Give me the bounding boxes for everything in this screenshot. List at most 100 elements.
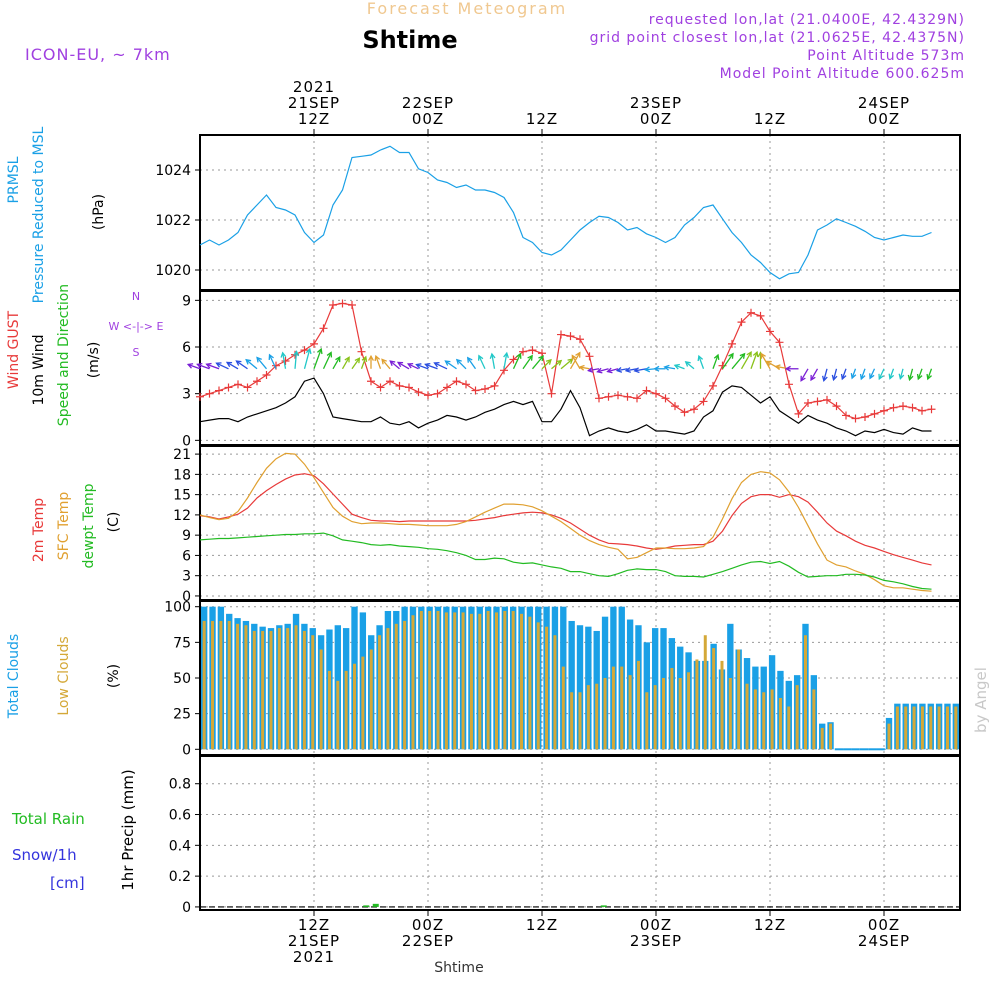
- wind-arrow-shaft: [256, 357, 267, 370]
- wind-arrow-shaft: [579, 366, 590, 370]
- gust-marker: [566, 332, 575, 341]
- gust-marker: [671, 402, 679, 411]
- low-cloud-bar: [327, 670, 331, 750]
- gust-marker: [196, 392, 204, 401]
- pressure-panel: 1020 1022 1024 PRMSL Pressure Reduced to MSL…: [6, 126, 961, 303]
- gust-marker: [262, 371, 271, 379]
- station-name: Shtime: [362, 26, 457, 54]
- wind-arrow-shaft: [851, 368, 857, 379]
- wind-arrow-head: [831, 374, 838, 382]
- gust-marker: [851, 414, 860, 423]
- wind-arrow-shaft: [322, 352, 332, 370]
- y-tick-label: 0.4: [169, 838, 191, 854]
- bottom-time-label: 12Z: [526, 916, 558, 934]
- gust-marker: [908, 403, 917, 412]
- label-total-rain: Total Rain: [11, 810, 85, 828]
- low-cloud-bar: [261, 630, 265, 750]
- wind-arrow-shaft: [478, 355, 486, 370]
- wind-arrow-shaft: [698, 355, 705, 370]
- grid-coords: grid point closest lon,lat (21.0625E, 42…: [590, 30, 965, 46]
- model-altitude: Model Point Altitude 600.625m: [720, 66, 965, 82]
- wind-arrow-shaft: [512, 353, 522, 370]
- wind-arrow-shaft: [216, 362, 229, 370]
- gust-marker: [357, 347, 366, 356]
- top-time-label: 12Z: [298, 110, 330, 128]
- wind-arrow-head: [268, 353, 274, 360]
- wind-arrow-shaft: [467, 357, 477, 370]
- wind-arrow-shaft: [425, 363, 438, 370]
- wind-arrow-head: [571, 354, 577, 361]
- wind-arrow-head: [361, 355, 368, 362]
- label-hpa: (hPa): [91, 194, 107, 230]
- wind-arrow-head: [575, 351, 581, 358]
- gust-marker: [918, 406, 926, 415]
- gust-marker: [823, 395, 831, 404]
- wind-arrow-head: [653, 365, 660, 372]
- temperature-panel: 0 3 6 9 12 15 18 21 2m Temp SFC Temp dewpt Temp (C): [31, 445, 961, 605]
- low-cloud-bar: [929, 706, 933, 750]
- wind-arrow-shaft: [282, 352, 287, 369]
- gust-marker: [604, 392, 613, 401]
- low-cloud-bar: [595, 683, 599, 750]
- wind-arrow-head: [765, 360, 772, 367]
- low-cloud-bar: [336, 680, 340, 750]
- gust-marker: [870, 409, 879, 418]
- wind-arrow-shaft: [375, 355, 382, 370]
- y-tick-label: 6: [182, 340, 191, 356]
- gust-marker: [215, 386, 223, 395]
- y-tick-label: 0.8: [169, 777, 191, 793]
- label-wind-gust: Wind GUST: [6, 310, 22, 389]
- top-time-label: 00Z: [640, 110, 672, 128]
- wind-arrow-head: [624, 367, 632, 373]
- y-tick-label: 18: [173, 467, 191, 483]
- wind-arrow-shaft: [351, 357, 360, 370]
- wind-arrow-shaft: [927, 368, 933, 380]
- wind-arrow-head: [663, 364, 670, 371]
- wind-arrow-head: [235, 360, 242, 366]
- low-cloud-bar: [820, 727, 824, 750]
- label-10m-wind: 10m Wind: [31, 334, 47, 405]
- wind-arrow-shaft: [917, 368, 923, 380]
- gust-marker: [528, 346, 537, 355]
- low-cloud-bar: [561, 666, 565, 750]
- y-tick-label: 1022: [155, 213, 191, 229]
- gust-marker: [699, 397, 708, 406]
- y-tick-label: 0: [182, 589, 191, 605]
- total-cloud-bar: [568, 620, 575, 750]
- low-cloud-bar: [269, 630, 273, 750]
- wind-arrow-head: [344, 356, 350, 363]
- low-cloud-bar: [628, 675, 632, 750]
- low-cloud-bar: [378, 635, 382, 750]
- gust-marker: [395, 381, 404, 390]
- wind-arrow-shaft: [634, 368, 647, 372]
- low-cloud-bar: [895, 706, 899, 750]
- wind-arrow-shaft: [731, 353, 746, 370]
- low-cloud-bar: [670, 668, 674, 750]
- gust-marker: [728, 339, 736, 348]
- low-cloud-bar: [469, 613, 473, 750]
- wind-arrow-head: [256, 356, 262, 363]
- bottom-time-label: 21SEP: [288, 932, 340, 950]
- wind-arrow-shaft: [810, 368, 819, 381]
- low-cloud-bar: [687, 672, 691, 750]
- low-cloud-bar: [319, 649, 323, 750]
- low-cloud-bar: [302, 630, 306, 750]
- low-cloud-bar: [545, 626, 549, 750]
- y-tick-label: 0.6: [169, 808, 191, 824]
- wind-arrow-head: [713, 353, 720, 361]
- wind-arrow-shaft: [360, 356, 367, 370]
- wind-arrow-head: [433, 361, 440, 368]
- gust-marker: [623, 392, 632, 401]
- wind-arrow-head: [186, 363, 194, 369]
- wind-arrow-head: [840, 373, 847, 381]
- gust-marker: [652, 389, 660, 398]
- label-dewpt-temp: dewpt Temp: [81, 483, 97, 568]
- wind-arrow-head: [516, 352, 522, 359]
- wind-speed-line: [199, 377, 932, 437]
- wind-arrow-shaft: [721, 353, 734, 370]
- wind-arrow-head: [503, 351, 509, 359]
- top-time-label: 21SEP: [288, 94, 340, 112]
- y-tick-label: 1024: [155, 163, 191, 179]
- wind-arrow-head: [556, 359, 563, 366]
- y-tick-label: 50: [173, 671, 191, 687]
